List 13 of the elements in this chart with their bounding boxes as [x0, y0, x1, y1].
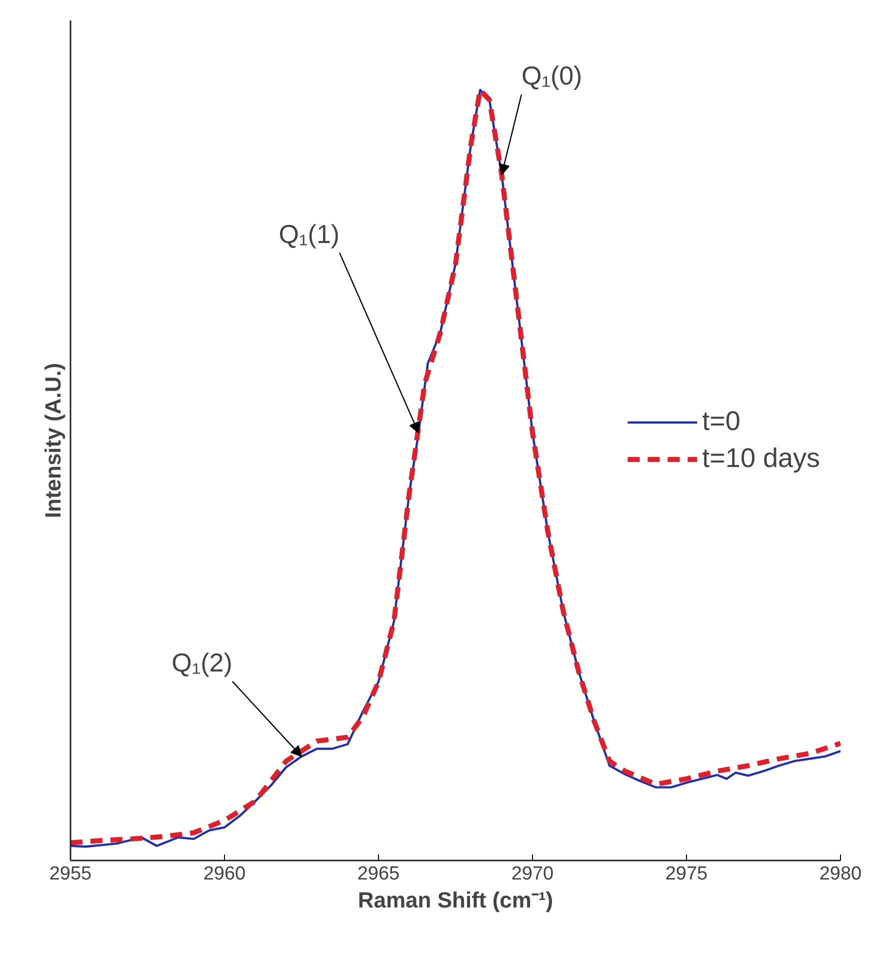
x-axis-title: Raman Shift (cm⁻¹) — [358, 888, 554, 912]
x-tick-label: 2960 — [203, 864, 246, 884]
y-axis-title: Intensity (A.U.) — [40, 362, 66, 518]
x-tick-label: 2955 — [49, 864, 92, 884]
x-tick-label: 2980 — [819, 864, 862, 884]
annotation: Q₁(2) — [172, 647, 232, 678]
annotation: Q₁(0) — [521, 60, 582, 91]
legend-label: t=0 — [702, 406, 740, 437]
x-tick-label: 2975 — [665, 864, 708, 884]
x-tick-label: 2965 — [357, 864, 400, 884]
x-tick-label: 2970 — [511, 864, 554, 884]
legend-label: t=10 days — [702, 443, 820, 474]
annotation: Q₁(1) — [278, 218, 340, 249]
